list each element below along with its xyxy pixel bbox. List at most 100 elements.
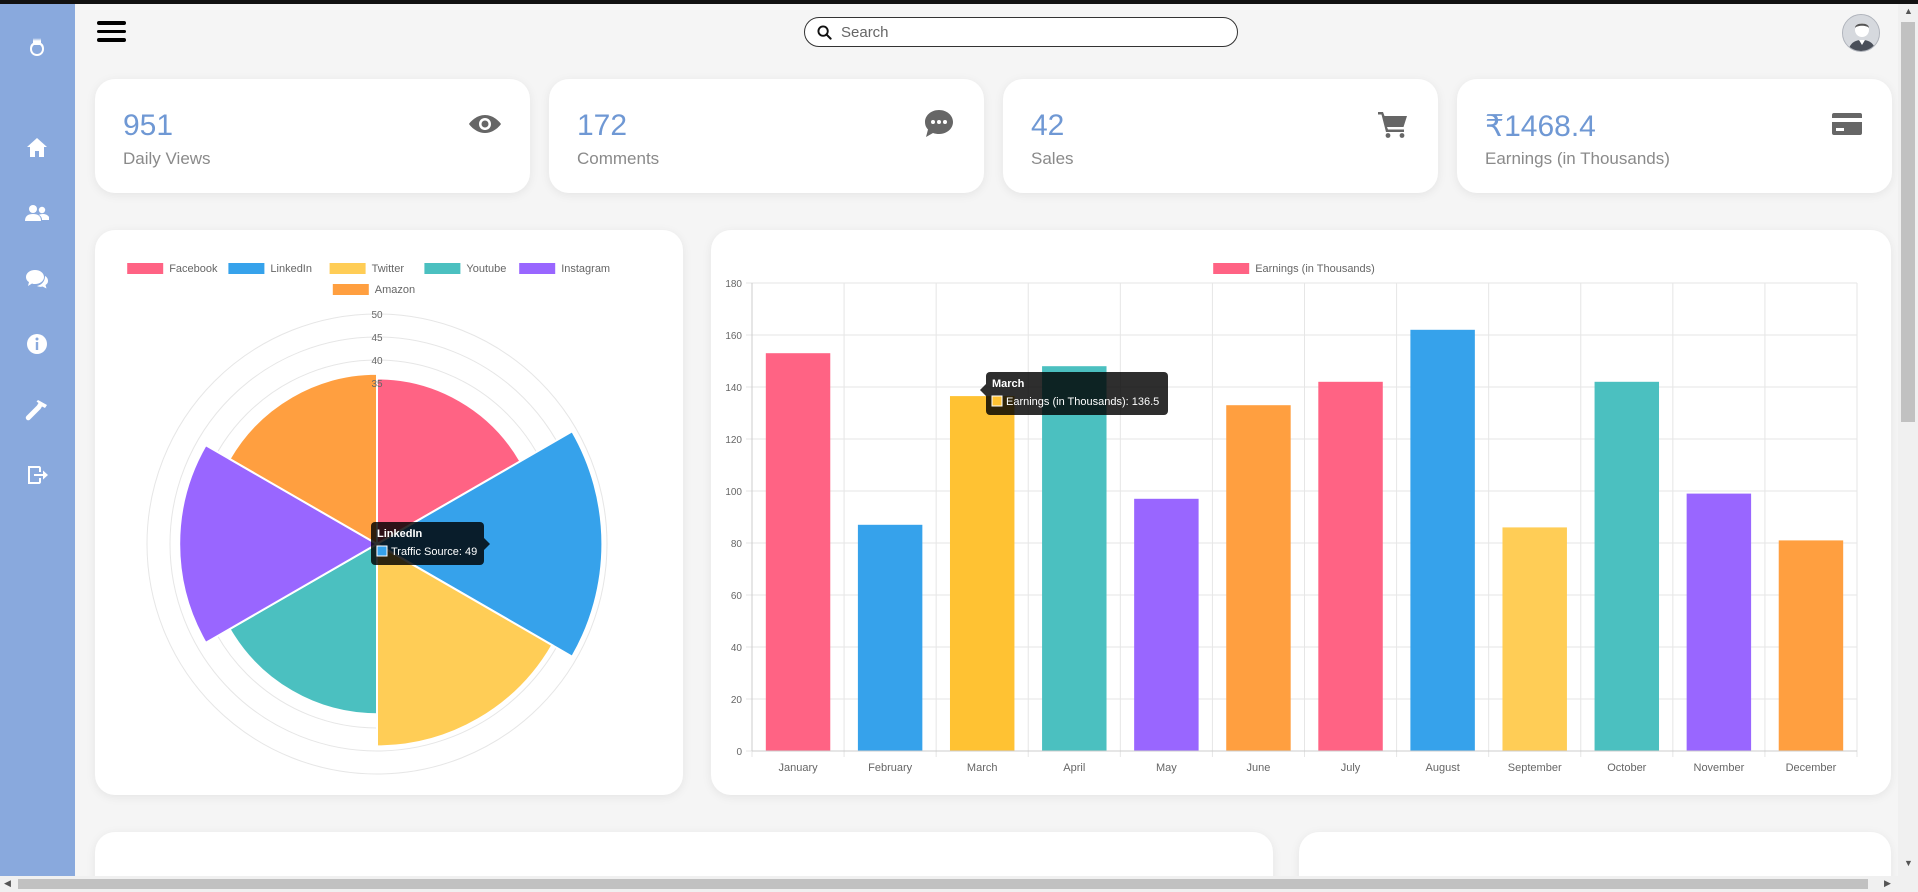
polar-slice-amazon[interactable] bbox=[228, 372, 378, 546]
y-tick-label: 60 bbox=[731, 591, 743, 602]
bar-november[interactable] bbox=[1686, 493, 1752, 751]
stat-value: ₹1468.4 bbox=[1485, 110, 1596, 143]
legend-item-linkedin[interactable]: LinkedIn bbox=[228, 263, 312, 275]
menu-toggle-icon[interactable] bbox=[97, 21, 127, 47]
stat-label: Comments bbox=[577, 149, 660, 168]
legend-swatch bbox=[1213, 263, 1250, 274]
legend-swatch bbox=[424, 263, 461, 274]
tooltip-caret bbox=[484, 538, 490, 550]
x-tick-label: November bbox=[1694, 762, 1745, 774]
main-content: 951 Daily Views 172 Comments 42 Sales ₹1… bbox=[75, 4, 1898, 876]
tooltip-swatch bbox=[991, 395, 1003, 407]
stat-card-sales: 42 Sales bbox=[1003, 79, 1438, 193]
legend-item-youtube[interactable]: Youtube bbox=[424, 263, 506, 275]
polar-slice-youtube[interactable] bbox=[228, 542, 378, 716]
info-icon[interactable] bbox=[22, 329, 52, 359]
tooltip-caret bbox=[980, 384, 986, 396]
legend-swatch bbox=[332, 284, 369, 295]
tooltip-box bbox=[986, 372, 1168, 415]
horizontal-scroll-thumb[interactable] bbox=[18, 879, 1868, 889]
x-tick-label: May bbox=[1156, 762, 1177, 774]
radial-tick-label: 35 bbox=[371, 379, 383, 390]
y-tick-label: 160 bbox=[725, 331, 742, 342]
stat-card-views: 951 Daily Views bbox=[95, 79, 530, 193]
stat-value: 951 bbox=[123, 109, 174, 142]
y-tick-label: 100 bbox=[725, 487, 742, 498]
y-tick-label: 80 bbox=[731, 539, 743, 550]
y-tick-label: 120 bbox=[725, 435, 742, 446]
bar-october[interactable] bbox=[1594, 381, 1660, 751]
bar-july[interactable] bbox=[1318, 381, 1383, 751]
search-box bbox=[804, 17, 1238, 47]
x-tick-label: February bbox=[868, 762, 913, 774]
bar-june[interactable] bbox=[1226, 405, 1291, 751]
tooltip-swatch bbox=[376, 545, 388, 557]
legend-label: Amazon bbox=[375, 284, 415, 296]
vertical-scrollbar[interactable]: ▲ ▼ bbox=[1898, 4, 1918, 876]
radial-grid-circle bbox=[146, 313, 608, 775]
hammer-icon[interactable] bbox=[22, 395, 52, 425]
bar-december[interactable] bbox=[1778, 540, 1844, 751]
top-border bbox=[0, 0, 1918, 4]
legend-item-earnings[interactable]: Earnings (in Thousands) bbox=[1213, 263, 1375, 275]
polar-tooltip: LinkedIn Traffic Source: 49 bbox=[371, 522, 490, 565]
users-icon[interactable] bbox=[22, 198, 52, 228]
horizontal-scrollbar[interactable]: ◀ ▶ bbox=[0, 876, 1918, 892]
legend-item-amazon[interactable]: Amazon bbox=[332, 284, 415, 296]
x-tick-label: April bbox=[1063, 762, 1085, 774]
x-tick-label: June bbox=[1247, 762, 1271, 774]
bar-september[interactable] bbox=[1502, 527, 1567, 751]
x-tick-label: December bbox=[1786, 762, 1837, 774]
x-tick-label: September bbox=[1508, 762, 1562, 774]
stat-label: Daily Views bbox=[123, 149, 211, 168]
home-icon[interactable] bbox=[22, 133, 52, 163]
traffic-chart-panel: Facebook LinkedIn Twitter Youtube Instagram A… bbox=[95, 230, 683, 795]
stat-value: 172 bbox=[577, 109, 628, 142]
bar-february[interactable] bbox=[857, 524, 923, 751]
polar-slice-twitter[interactable] bbox=[376, 542, 554, 748]
bar-april[interactable] bbox=[1042, 366, 1107, 751]
stat-card-comments: 172 Comments bbox=[549, 79, 984, 193]
legend-label: Twitter bbox=[372, 263, 405, 275]
polar-slice-facebook[interactable] bbox=[376, 377, 522, 546]
legend-label: LinkedIn bbox=[270, 263, 312, 275]
legend-label: Instagram bbox=[561, 263, 610, 275]
legend-swatch bbox=[228, 263, 265, 274]
y-tick-label: 20 bbox=[731, 695, 743, 706]
search-icon bbox=[817, 25, 832, 40]
x-tick-label: March bbox=[967, 762, 998, 774]
earnings-bar-chart: Earnings (in Thousands) 0 20 40 60 80 100 120 14… bbox=[725, 263, 1858, 774]
logo-icon[interactable] bbox=[22, 32, 52, 62]
y-tick-label: 180 bbox=[725, 279, 742, 290]
eye-icon bbox=[468, 109, 502, 139]
polar-slice-instagram[interactable] bbox=[178, 443, 380, 645]
y-tick-label: 0 bbox=[736, 747, 742, 758]
legend-item-facebook[interactable]: Facebook bbox=[127, 263, 218, 275]
avatar[interactable] bbox=[1842, 14, 1880, 52]
bottom-panel-left bbox=[95, 832, 1273, 876]
legend-swatch bbox=[127, 263, 164, 274]
bar-may[interactable] bbox=[1134, 498, 1199, 751]
logout-icon[interactable] bbox=[22, 460, 52, 490]
bar-tooltip: March Earnings (in Thousands): 136.5 bbox=[980, 372, 1168, 415]
chat-icon[interactable] bbox=[22, 264, 52, 294]
bar-january[interactable] bbox=[765, 353, 831, 751]
bottom-panel-right bbox=[1299, 832, 1891, 876]
legend-item-instagram[interactable]: Instagram bbox=[519, 263, 610, 275]
bar-march[interactable] bbox=[949, 396, 1015, 751]
legend-item-twitter[interactable]: Twitter bbox=[329, 263, 405, 275]
tooltip-body: Traffic Source: 49 bbox=[391, 546, 477, 558]
comment-icon bbox=[922, 109, 956, 139]
tooltip-title: LinkedIn bbox=[377, 528, 423, 540]
legend-label: Earnings (in Thousands) bbox=[1255, 263, 1375, 275]
radial-tick-label: 40 bbox=[371, 356, 383, 367]
y-tick-label: 40 bbox=[731, 643, 743, 654]
search-input[interactable] bbox=[841, 22, 1221, 42]
vertical-scroll-thumb[interactable] bbox=[1901, 22, 1915, 422]
legend-swatch bbox=[329, 263, 366, 274]
stat-value: 42 bbox=[1031, 109, 1065, 142]
legend-label: Facebook bbox=[169, 263, 218, 275]
bar-august[interactable] bbox=[1410, 329, 1475, 751]
topbar bbox=[75, 4, 1898, 74]
legend-label: Youtube bbox=[466, 263, 506, 275]
